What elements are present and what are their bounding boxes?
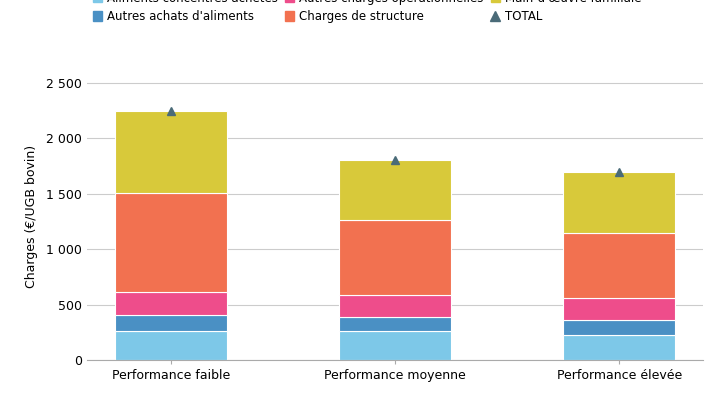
Bar bbox=[563, 298, 675, 320]
Bar bbox=[115, 111, 227, 193]
Bar bbox=[339, 160, 451, 220]
Bar bbox=[339, 295, 451, 317]
Bar bbox=[115, 292, 227, 314]
Bar bbox=[339, 220, 451, 295]
Y-axis label: Charges (€/UGB bovin): Charges (€/UGB bovin) bbox=[25, 144, 38, 288]
Bar bbox=[339, 331, 451, 360]
Bar bbox=[563, 172, 675, 233]
Bar bbox=[563, 233, 675, 298]
Bar bbox=[115, 193, 227, 292]
Bar bbox=[563, 334, 675, 360]
Bar bbox=[339, 317, 451, 331]
Bar bbox=[115, 314, 227, 331]
Bar bbox=[563, 320, 675, 334]
Bar bbox=[115, 331, 227, 360]
Legend: Aliments concentrés achetés, Autres achats d'aliments, Autres charges opérationn: Aliments concentrés achetés, Autres acha… bbox=[93, 0, 642, 24]
